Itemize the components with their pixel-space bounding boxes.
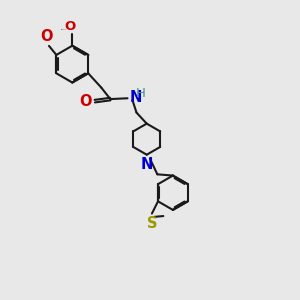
Text: N: N [129,90,142,105]
Text: S: S [147,216,157,231]
Text: O: O [79,94,92,109]
Text: N: N [140,157,153,172]
Text: O: O [41,29,53,44]
Text: O: O [64,20,76,33]
Text: methoxy: methoxy [61,29,67,30]
Text: H: H [136,87,146,100]
